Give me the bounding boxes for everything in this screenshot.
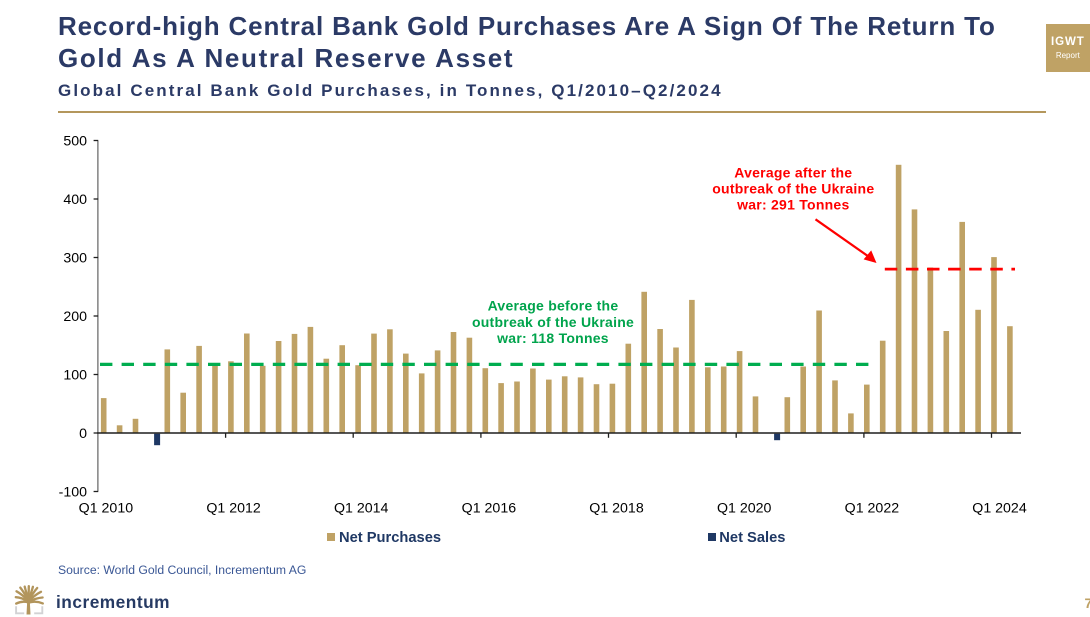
svg-text:100: 100 [63, 367, 87, 383]
svg-text:Q1 2020: Q1 2020 [717, 500, 772, 516]
svg-text:war: 291 Tonnes: war: 291 Tonnes [736, 196, 849, 212]
svg-text:Q1 2014: Q1 2014 [334, 500, 389, 516]
svg-text:Q1 2010: Q1 2010 [79, 500, 134, 516]
svg-text:outbreak of the Ukraine: outbreak of the Ukraine [712, 181, 874, 197]
svg-text:Q1 2018: Q1 2018 [589, 500, 644, 516]
svg-text:Q1 2016: Q1 2016 [462, 500, 517, 516]
svg-text:0: 0 [79, 426, 87, 442]
svg-text:200: 200 [63, 309, 87, 325]
svg-text:outbreak of the Ukraine: outbreak of the Ukraine [472, 314, 634, 330]
svg-text:500: 500 [63, 133, 87, 149]
svg-text:-100: -100 [59, 484, 88, 500]
svg-text:300: 300 [63, 250, 87, 266]
svg-text:400: 400 [63, 192, 87, 208]
svg-text:Q1 2012: Q1 2012 [206, 500, 261, 516]
svg-text:Average before the: Average before the [488, 298, 619, 314]
svg-text:Q1 2024: Q1 2024 [972, 500, 1027, 516]
svg-text:Average after the: Average after the [734, 165, 852, 181]
svg-text:war: 118 Tonnes: war: 118 Tonnes [496, 330, 609, 346]
svg-text:Q1 2022: Q1 2022 [845, 500, 900, 516]
